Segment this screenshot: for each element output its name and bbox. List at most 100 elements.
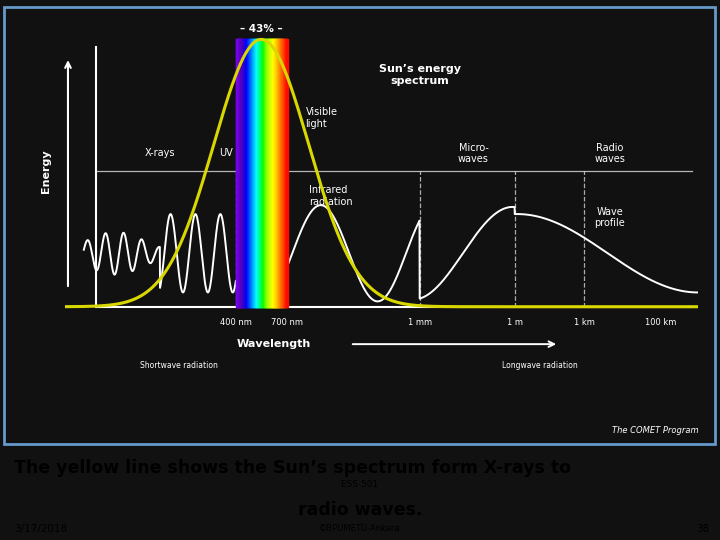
- Bar: [262, 39, 264, 307]
- Bar: [281, 39, 283, 307]
- Bar: [282, 39, 284, 307]
- Text: The COMET Program: The COMET Program: [612, 426, 698, 435]
- Bar: [246, 39, 248, 307]
- Bar: [269, 39, 271, 307]
- Bar: [243, 39, 246, 307]
- Text: – 43% –: – 43% –: [240, 24, 282, 33]
- Text: Micro-
waves: Micro- waves: [458, 143, 489, 164]
- Bar: [281, 39, 282, 307]
- Bar: [246, 39, 248, 307]
- Bar: [256, 39, 258, 307]
- Text: ©BPUMETÜ-Ankara: ©BPUMETÜ-Ankara: [319, 524, 401, 534]
- Bar: [286, 39, 288, 307]
- Bar: [238, 39, 239, 307]
- Bar: [272, 39, 274, 307]
- Text: 1 km: 1 km: [574, 318, 595, 327]
- Bar: [260, 39, 262, 307]
- Bar: [236, 39, 238, 307]
- Bar: [256, 39, 258, 307]
- Bar: [277, 39, 279, 307]
- Bar: [284, 39, 285, 307]
- Bar: [267, 39, 269, 307]
- Text: Shortwave radiation: Shortwave radiation: [140, 361, 217, 370]
- Bar: [263, 39, 264, 307]
- Bar: [276, 39, 277, 307]
- Bar: [271, 39, 273, 307]
- Bar: [238, 39, 240, 307]
- Bar: [239, 39, 240, 307]
- Bar: [243, 39, 245, 307]
- Bar: [283, 39, 285, 307]
- Bar: [270, 39, 272, 307]
- Text: The yellow line shows the Sun’s spectrum form X-rays to: The yellow line shows the Sun’s spectrum…: [14, 459, 572, 477]
- Bar: [252, 39, 254, 307]
- Bar: [273, 39, 274, 307]
- Bar: [271, 39, 273, 307]
- Bar: [265, 39, 266, 307]
- Text: radio waves.: radio waves.: [298, 502, 422, 519]
- Bar: [255, 39, 256, 307]
- Bar: [274, 39, 276, 307]
- Text: 3/17/2018: 3/17/2018: [14, 524, 68, 534]
- Bar: [246, 39, 247, 307]
- Text: Radio
waves: Radio waves: [594, 143, 625, 164]
- Bar: [272, 39, 274, 307]
- Bar: [248, 39, 251, 307]
- Bar: [250, 39, 251, 307]
- Bar: [262, 39, 264, 307]
- Bar: [240, 39, 241, 307]
- Bar: [269, 39, 271, 307]
- Bar: [241, 39, 243, 307]
- Bar: [264, 39, 266, 307]
- Bar: [236, 39, 238, 307]
- Bar: [265, 39, 267, 307]
- Text: 1 mm: 1 mm: [408, 318, 432, 327]
- Text: Wavelength: Wavelength: [237, 339, 311, 349]
- Text: Longwave radiation: Longwave radiation: [502, 361, 578, 370]
- Bar: [276, 39, 278, 307]
- Text: ESS 501: ESS 501: [341, 481, 379, 489]
- Bar: [274, 39, 276, 307]
- Bar: [264, 39, 266, 307]
- Bar: [240, 39, 242, 307]
- Bar: [261, 39, 263, 307]
- Bar: [269, 39, 270, 307]
- Bar: [282, 39, 284, 307]
- Bar: [255, 39, 257, 307]
- Bar: [276, 39, 278, 307]
- Text: 100 km: 100 km: [644, 318, 676, 327]
- Bar: [247, 39, 249, 307]
- Text: 38: 38: [696, 524, 709, 534]
- Bar: [260, 39, 261, 307]
- Bar: [248, 39, 250, 307]
- Bar: [261, 39, 263, 307]
- Bar: [253, 39, 254, 307]
- Bar: [264, 39, 265, 307]
- Bar: [259, 39, 261, 307]
- Bar: [270, 39, 271, 307]
- Text: Visible
light: Visible light: [305, 107, 338, 129]
- Bar: [238, 39, 240, 307]
- Bar: [245, 39, 247, 307]
- Text: Sun’s energy
spectrum: Sun’s energy spectrum: [379, 64, 461, 86]
- Bar: [250, 39, 252, 307]
- Bar: [279, 39, 281, 307]
- Bar: [257, 39, 259, 307]
- Text: 1 m: 1 m: [507, 318, 523, 327]
- Bar: [243, 39, 244, 307]
- Bar: [244, 39, 246, 307]
- Bar: [256, 39, 258, 307]
- Bar: [242, 39, 244, 307]
- Bar: [275, 39, 276, 307]
- Bar: [277, 39, 279, 307]
- Bar: [282, 39, 283, 307]
- Bar: [253, 39, 255, 307]
- Bar: [268, 39, 269, 307]
- Bar: [286, 39, 287, 307]
- Bar: [266, 39, 268, 307]
- Bar: [251, 39, 252, 307]
- Bar: [279, 39, 282, 307]
- Bar: [248, 39, 249, 307]
- Text: Infrared
radiation: Infrared radiation: [309, 185, 352, 207]
- Bar: [240, 39, 242, 307]
